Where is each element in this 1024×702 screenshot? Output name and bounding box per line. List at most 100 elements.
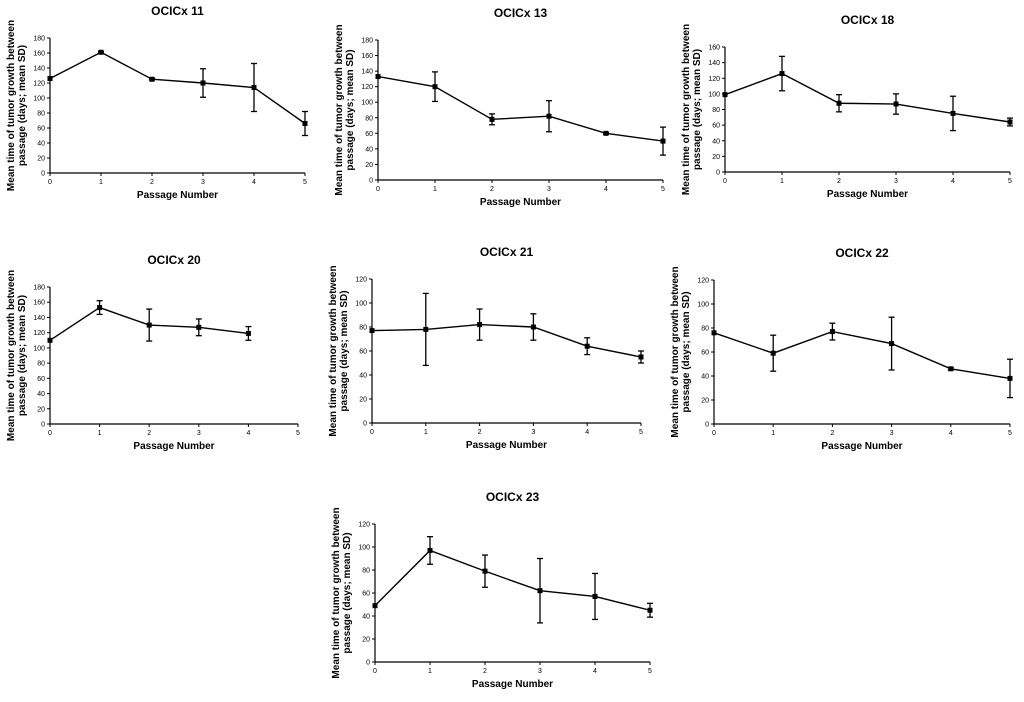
data-point — [47, 337, 53, 343]
y-tick-label: 0 — [41, 171, 45, 178]
y-tick-label: 80 — [37, 361, 45, 368]
y-tick-label: 100 — [697, 302, 709, 309]
y-tick-label: 60 — [365, 131, 373, 138]
series-line — [49, 51, 306, 125]
data-point — [302, 121, 308, 126]
y-tick-label: 120 — [355, 277, 367, 284]
data-point — [537, 588, 543, 594]
y-tick-label: 100 — [708, 91, 720, 98]
data-point — [889, 341, 895, 347]
data-point — [251, 85, 257, 90]
data-point — [200, 80, 206, 86]
y-tick-label: 60 — [359, 349, 367, 356]
y-tick-label: 60 — [37, 376, 45, 383]
y-tick-label: 100 — [358, 545, 370, 552]
y-tick-label: 160 — [708, 45, 720, 52]
x-tick-label: 4 — [604, 186, 608, 193]
y-axis-label-line: Mean time of tumor growth between — [334, 24, 345, 195]
y-axis-label-line: Mean time of tumor growth between — [6, 20, 17, 191]
y-tick-label: 100 — [355, 301, 367, 308]
x-tick-label: 3 — [894, 178, 898, 185]
x-tick-label: 1 — [99, 179, 103, 186]
y-tick-label: 0 — [716, 170, 720, 177]
x-tick-label: 1 — [98, 430, 102, 437]
y-tick-label: 20 — [359, 397, 367, 404]
x-tick-label: 3 — [890, 430, 894, 437]
y-axis-label-line: passage (days; mean SD) — [681, 291, 692, 412]
y-tick-label: 160 — [33, 300, 45, 307]
y-axis-label: Mean time of tumor growth betweenpassage… — [681, 24, 703, 195]
y-axis-label: Mean time of tumor growth betweenpassage… — [6, 20, 28, 191]
data-point — [375, 74, 381, 80]
series-line — [371, 323, 642, 358]
y-axis-label-line: Mean time of tumor growth between — [328, 265, 339, 436]
data-point — [660, 138, 666, 144]
y-axis-label: Mean time of tumor growth betweenpassage… — [331, 507, 353, 678]
x-tick-label: 4 — [949, 430, 953, 437]
x-tick-label: 2 — [830, 430, 834, 437]
chart-panel-5: OCICx 22 0 20 40 60 80 100 120 0 1 2 3 4 5 Passage Num… — [670, 246, 1013, 452]
x-tick-label: 0 — [48, 179, 52, 186]
y-tick-label: 80 — [365, 115, 373, 122]
x-tick-label: 1 — [428, 668, 432, 675]
chart-title: OCICx 21 — [480, 245, 534, 259]
chart-title: OCICx 22 — [835, 246, 889, 260]
x-tick-label: 5 — [1008, 430, 1012, 437]
y-tick-label: 160 — [33, 51, 45, 58]
y-axis-label-line: passage (days; mean SD) — [17, 295, 28, 416]
data-point — [770, 350, 776, 356]
chart-title: OCICx 18 — [841, 13, 895, 27]
x-tick-label: 5 — [639, 429, 643, 436]
x-axis-label: Passage Number — [137, 190, 218, 201]
y-axis-label: Mean time of tumor growth betweenpassage… — [334, 24, 356, 195]
y-tick-label: 0 — [363, 421, 367, 428]
x-tick-label: 4 — [585, 429, 589, 436]
y-tick-label: 60 — [712, 123, 720, 130]
x-tick-label: 4 — [951, 178, 955, 185]
x-tick-label: 3 — [538, 668, 542, 675]
y-tick-label: 120 — [33, 330, 45, 337]
x-axis-label: Passage Number — [466, 440, 547, 451]
data-point — [432, 84, 438, 90]
chart-panel-1: OCICx 13 0 20 40 60 80 100 120 140 160 180 0 1 2 3 4 5 Pa… — [334, 6, 666, 208]
y-tick-label: 180 — [361, 38, 373, 45]
y-tick-label: 100 — [33, 96, 45, 103]
y-axis-label-line: passage (days; mean SD) — [339, 290, 350, 411]
y-tick-label: 120 — [33, 81, 45, 88]
x-tick-label: 3 — [547, 186, 551, 193]
y-tick-label: 120 — [697, 278, 709, 285]
x-tick-label: 2 — [147, 430, 151, 437]
x-tick-label: 5 — [648, 668, 652, 675]
y-tick-label: 180 — [33, 36, 45, 43]
x-tick-label: 4 — [252, 179, 256, 186]
x-tick-label: 1 — [771, 430, 775, 437]
x-tick-label: 2 — [837, 178, 841, 185]
y-tick-label: 100 — [33, 345, 45, 352]
x-axis-label: Passage Number — [827, 189, 908, 200]
chart-title: OCICx 11 — [151, 4, 204, 18]
data-point — [369, 328, 375, 334]
y-tick-label: 80 — [359, 325, 367, 332]
chart-title: OCICx 23 — [486, 490, 540, 504]
data-point — [1007, 375, 1013, 381]
chart-panel-2: OCICx 18 0 20 40 60 80 100 120 140 160 0 1 2 3 4 5 Passa… — [681, 13, 1013, 200]
y-tick-label: 80 — [37, 111, 45, 118]
y-tick-label: 100 — [361, 100, 373, 107]
y-axis-label-line: passage (days; mean SD) — [342, 532, 353, 653]
y-tick-label: 20 — [712, 154, 720, 161]
x-axis-label: Passage Number — [133, 441, 214, 452]
data-point — [245, 330, 251, 336]
data-point — [647, 607, 653, 613]
y-tick-label: 80 — [701, 326, 709, 333]
y-tick-label: 140 — [33, 315, 45, 322]
x-tick-label: 4 — [246, 430, 250, 437]
data-point — [489, 116, 495, 122]
data-point — [779, 71, 785, 77]
chart-panel-0: OCICx 11 0 20 40 60 80 100 120 140 160 180 0 1 2 3 4 5 Pa… — [6, 4, 308, 201]
data-point — [836, 100, 842, 106]
y-tick-label: 40 — [701, 374, 709, 381]
data-point — [482, 568, 488, 574]
x-tick-label: 5 — [296, 430, 300, 437]
y-tick-label: 40 — [365, 146, 373, 153]
chart-title: OCICx 20 — [147, 253, 201, 267]
